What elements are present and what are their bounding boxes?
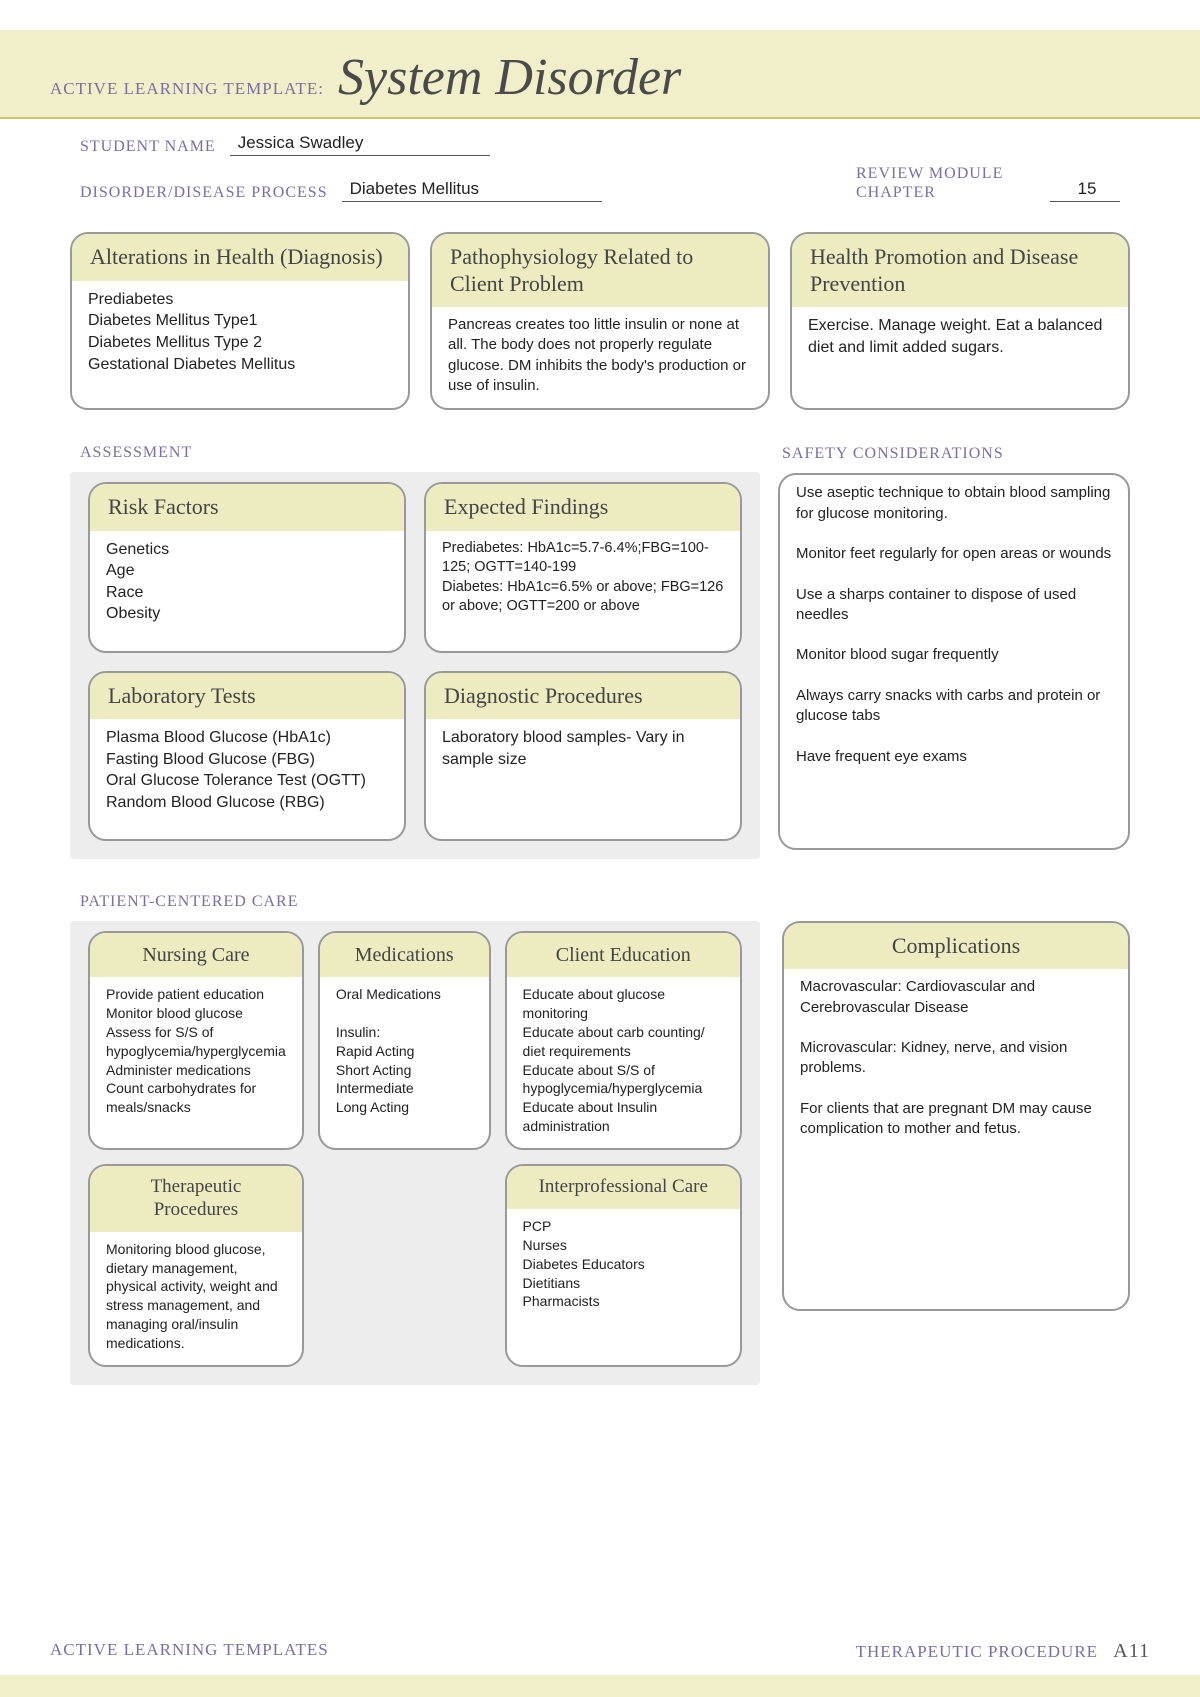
card-nursing-title: Nursing Care [90, 933, 302, 977]
card-inter-title: Interprofessional Care [507, 1166, 740, 1209]
card-edu-body: Educate about glucose monitoring Educate… [507, 977, 740, 1148]
card-client-education: Client Education Educate about glucose m… [505, 931, 742, 1150]
header-title: System Disorder [338, 48, 681, 107]
top-cards-row: Alterations in Health (Diagnosis) Predia… [50, 222, 1150, 434]
card-lab-tests: Laboratory Tests Plasma Blood Glucose (H… [88, 671, 406, 841]
card-thera-body: Monitoring blood glucose, dietary manage… [90, 1232, 302, 1365]
student-name-field[interactable]: Jessica Swadley [230, 133, 490, 156]
header-prefix: ACTIVE LEARNING TEMPLATE: [50, 79, 324, 99]
footer-right-text: THERAPEUTIC PROCEDURE [856, 1642, 1098, 1661]
card-expected-findings: Expected Findings Prediabetes: HbA1c=5.7… [424, 482, 742, 652]
card-interprofessional-care: Interprofessional Care PCP Nurses Diabet… [505, 1164, 742, 1367]
footer: ACTIVE LEARNING TEMPLATES THERAPEUTIC PR… [50, 1640, 1150, 1663]
disorder-label: DISORDER/DISEASE PROCESS [80, 184, 328, 202]
card-therapeutic-procedures: Therapeutic Procedures Monitoring blood … [88, 1164, 304, 1367]
disorder-field[interactable]: Diabetes Mellitus [342, 179, 602, 202]
pcc-block: Nursing Care Provide patient education M… [70, 921, 760, 1385]
card-patho-title: Pathophysiology Related to Client Proble… [432, 234, 768, 307]
card-health-promotion: Health Promotion and Disease Prevention … [790, 232, 1130, 410]
assessment-label: ASSESSMENT [70, 434, 760, 472]
footer-page: A11 [1113, 1640, 1150, 1662]
student-name-label: STUDENT NAME [80, 138, 216, 156]
card-promo-title: Health Promotion and Disease Prevention [792, 234, 1128, 307]
bottom-band [0, 1675, 1200, 1697]
card-alterations: Alterations in Health (Diagnosis) Predia… [70, 232, 410, 410]
card-complications-body: Macrovascular: Cardiovascular and Cerebr… [784, 969, 1128, 1309]
card-complications-title: Complications [784, 923, 1128, 969]
card-edu-title: Client Education [507, 933, 740, 977]
card-lab-body: Plasma Blood Glucose (HbA1c) Fasting Blo… [90, 719, 404, 839]
card-nursing-care: Nursing Care Provide patient education M… [88, 931, 304, 1150]
page: ACTIVE LEARNING TEMPLATE: System Disorde… [50, 0, 1150, 1385]
assessment-safety-row: ASSESSMENT Risk Factors Genetics Age Rac… [50, 434, 1150, 859]
card-nursing-body: Provide patient education Monitor blood … [90, 977, 302, 1129]
card-expected-title: Expected Findings [426, 484, 740, 530]
card-lab-title: Laboratory Tests [90, 673, 404, 719]
review-label: REVIEW MODULE CHAPTER [856, 164, 1036, 202]
pcc-label: PATIENT-CENTERED CARE [70, 883, 760, 921]
card-expected-body: Prediabetes: HbA1c=5.7-6.4%;FBG=100-125;… [426, 531, 740, 651]
card-risk-body: Genetics Age Race Obesity [90, 531, 404, 651]
card-alterations-body: Prediabetes Diabetes Mellitus Type1 Diab… [72, 281, 408, 387]
card-pathophysiology: Pathophysiology Related to Client Proble… [430, 232, 770, 410]
card-promo-body: Exercise. Manage weight. Eat a balanced … [792, 307, 1128, 370]
card-diag-title: Diagnostic Procedures [426, 673, 740, 719]
header-band: ACTIVE LEARNING TEMPLATE: System Disorde… [0, 30, 1200, 119]
card-safety: Use aseptic technique to obtain blood sa… [778, 473, 1130, 850]
pcc-complications-row: PATIENT-CENTERED CARE Nursing Care Provi… [50, 859, 1150, 1385]
card-risk-factors: Risk Factors Genetics Age Race Obesity [88, 482, 406, 652]
card-meds-title: Medications [320, 933, 489, 977]
card-meds-body: Oral Medications Insulin: Rapid Acting S… [320, 977, 489, 1129]
meta-block: STUDENT NAME Jessica Swadley DISORDER/DI… [50, 119, 1150, 222]
assessment-block: Risk Factors Genetics Age Race Obesity E… [70, 472, 760, 859]
card-medications: Medications Oral Medications Insulin: Ra… [318, 931, 491, 1150]
card-inter-body: PCP Nurses Diabetes Educators Dietitians… [507, 1209, 740, 1323]
card-safety-body: Use aseptic technique to obtain blood sa… [780, 475, 1128, 779]
card-diagnostic-procedures: Diagnostic Procedures Laboratory blood s… [424, 671, 742, 841]
safety-label: SAFETY CONSIDERATIONS [778, 434, 1130, 473]
card-thera-title: Therapeutic Procedures [90, 1166, 302, 1232]
card-complications: Complications Macrovascular: Cardiovascu… [782, 921, 1130, 1311]
card-patho-body: Pancreas creates too little insulin or n… [432, 307, 768, 408]
review-field[interactable]: 15 [1050, 179, 1120, 202]
card-risk-title: Risk Factors [90, 484, 404, 530]
card-diag-body: Laboratory blood samples- Vary in sample… [426, 719, 740, 839]
footer-right: THERAPEUTIC PROCEDURE A11 [856, 1640, 1150, 1663]
card-alterations-title: Alterations in Health (Diagnosis) [72, 234, 408, 280]
footer-left: ACTIVE LEARNING TEMPLATES [50, 1640, 329, 1663]
